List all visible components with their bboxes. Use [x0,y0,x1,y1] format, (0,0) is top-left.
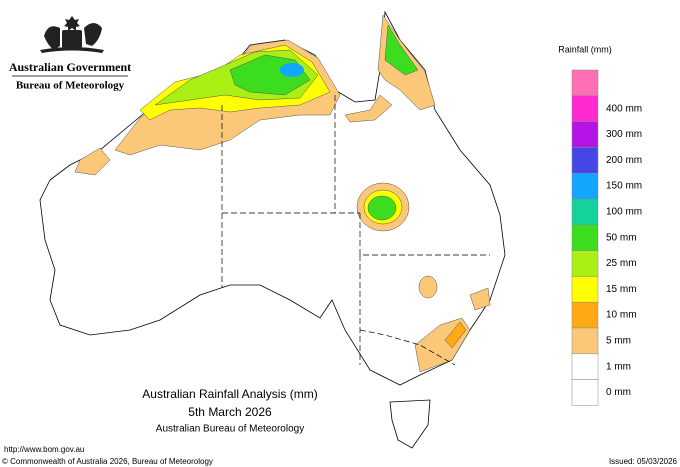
rain-area [469,287,491,311]
legend-swatch [571,95,599,122]
legend-label: 100 mm [606,207,642,218]
legend-label: 150 mm [606,181,642,192]
legend-label: 200 mm [606,155,642,166]
legend-label: 5 mm [606,336,631,347]
map-date: 5th March 2026 [188,405,272,419]
legend-swatch [571,379,599,406]
legend-swatch [571,121,599,148]
legend-label: 10 mm [606,310,637,321]
rain-area [344,94,393,123]
legend-label: 25 mm [606,258,637,269]
legend-swatch [571,327,599,355]
legend-label: 15 mm [606,284,637,295]
footer-issued: Issued: 05/03/2026 [609,457,678,466]
rain-area [280,63,304,77]
map-title: Australian Rainfall Analysis (mm) [142,387,317,401]
legend-label: 1 mm [606,361,631,372]
legend-swatch [571,276,599,303]
legend-swatch [571,224,599,251]
map-source: Australian Bureau of Meteorology [156,424,304,435]
footer-url: http://www.bom.gov.au [4,445,84,454]
state-borders [221,95,490,366]
rain-area [384,24,419,76]
legend-label: 50 mm [606,232,637,243]
rain-area [418,275,438,299]
rain-area [367,195,397,221]
rain-area [74,147,111,176]
legend-label: 400 mm [606,103,642,114]
emblem [40,16,104,53]
rain-area [444,321,467,349]
legend-swatch [571,198,599,226]
legend-swatch [571,353,599,380]
legend-swatch [571,69,599,97]
header-title: Australian Government [9,60,131,74]
legend-swatch [571,301,599,329]
map [39,10,506,449]
legend-swatch [571,250,599,277]
legend-label: 300 mm [606,129,642,140]
legend-swatch [571,172,599,200]
legend-title: Rainfall (mm) [558,44,612,54]
footer-copyright: © Commonwealth of Australia 2026, Bureau… [2,457,213,466]
header-subtitle: Bureau of Meteorology [16,80,125,92]
tasmania [389,399,431,449]
legend-swatch [571,147,599,174]
legend: 400 mm 300 mm 200 mm 150 mm 100 mm 50 mm 25 mm… [571,69,642,406]
legend-label: 0 mm [606,387,631,398]
